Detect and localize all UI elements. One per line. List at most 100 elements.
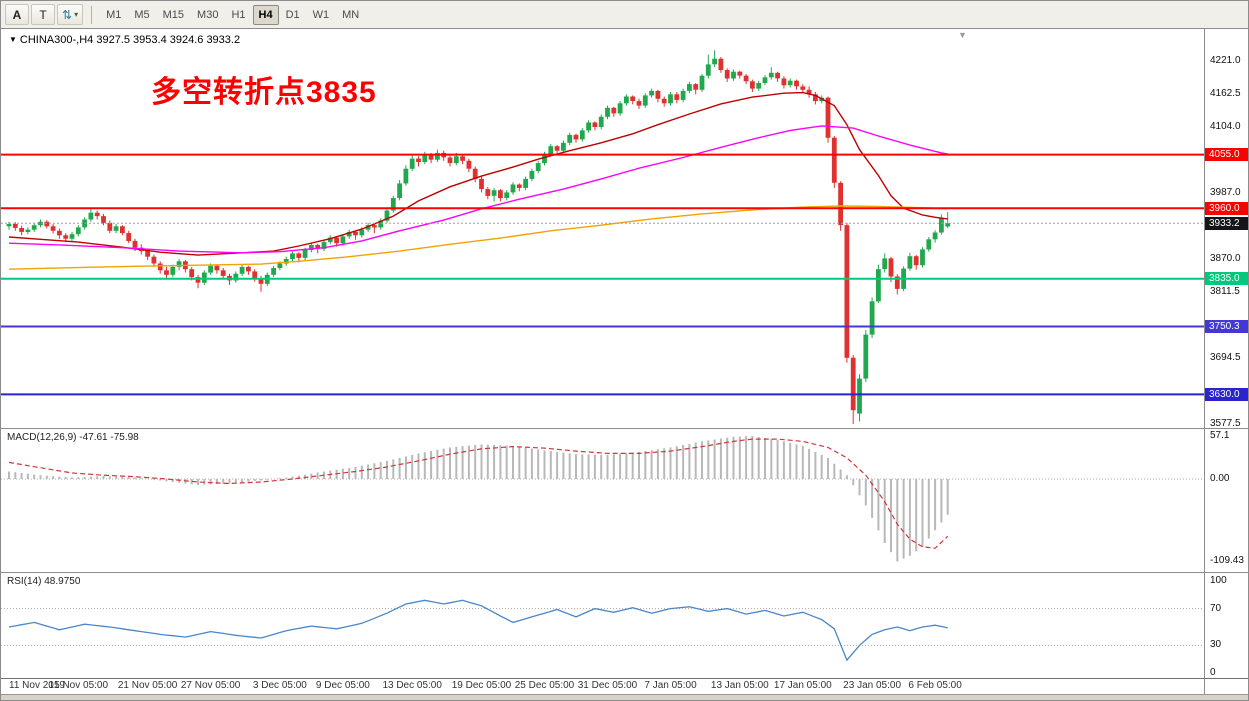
candle-body: [605, 107, 610, 117]
candle-body: [44, 221, 50, 227]
candle-body: [164, 270, 169, 275]
candle-body: [504, 192, 510, 198]
candle-body: [586, 122, 591, 131]
price-tick: 3811.5: [1210, 286, 1240, 297]
candle-body: [579, 130, 585, 140]
candle-body: [214, 265, 220, 271]
time-label: 6 Feb 05:00: [908, 680, 962, 691]
candle-body: [724, 70, 730, 79]
time-axis[interactable]: 11 Nov 2019 15 Nov 05:00 21 Nov 05:00 27 No…: [1, 679, 1204, 694]
candle-body: [315, 244, 321, 249]
candle-body: [705, 64, 711, 76]
candle-body: [176, 261, 182, 267]
tools-dropdown-button[interactable]: ⇅ ▾: [57, 4, 84, 25]
time-label: 3 Dec 05:00: [252, 680, 307, 691]
panel-separator: [1, 572, 1248, 573]
rsi-tick: 70: [1210, 602, 1222, 614]
bid-price-tag: 3933.2: [1205, 216, 1248, 230]
text-tool-button[interactable]: T: [31, 4, 55, 25]
main-price-chart[interactable]: [1, 29, 1204, 428]
macd-label: MACD(12,26,9) -47.61 -75.98: [7, 432, 139, 443]
candle-body: [762, 77, 768, 83]
candle-body: [674, 94, 680, 100]
price-tick: 4221.0: [1210, 55, 1241, 66]
candle-body: [636, 101, 642, 106]
candle-body: [479, 178, 484, 190]
candle-body: [567, 134, 573, 143]
candle-body: [592, 122, 598, 127]
candle-body: [516, 184, 522, 188]
candle-body: [239, 266, 245, 274]
macd-indicator-panel[interactable]: [1, 429, 1204, 572]
candle-body: [624, 96, 629, 104]
price-tick: 3987.0: [1210, 187, 1241, 198]
candle-body: [384, 210, 390, 221]
candle-body: [913, 256, 919, 266]
timeframe-button-m5[interactable]: M5: [128, 5, 155, 25]
candle-body: [945, 223, 951, 227]
candle-body: [365, 225, 371, 230]
candle-body: [233, 273, 239, 281]
candle-body: [359, 229, 365, 236]
time-label: 13 Dec 05:00: [382, 680, 442, 691]
candle-body: [838, 182, 843, 226]
timeframe-button-d1[interactable]: D1: [280, 5, 306, 25]
candle-body: [813, 94, 818, 102]
timeframe-button-mn[interactable]: MN: [336, 5, 365, 25]
candle-body: [542, 154, 547, 164]
candle-body: [768, 72, 774, 78]
candle-body: [806, 89, 812, 95]
price-tick: 3870.0: [1210, 253, 1241, 264]
price-axis[interactable]: 4221.0 4162.5 4104.0 3987.0 3870.0 3811.5 3694…: [1204, 29, 1248, 694]
rsi-tick: 0: [1210, 667, 1216, 678]
bottom-scrollbar[interactable]: [1, 694, 1248, 700]
macd-signal-line: [8, 438, 949, 549]
timeframe-button-w1[interactable]: W1: [307, 5, 336, 25]
price-tick: 3694.5: [1210, 352, 1241, 363]
text-tool-icon: T: [39, 7, 47, 22]
time-label: 27 Nov 05:00: [180, 680, 241, 691]
timeframe-button-h4[interactable]: H4: [252, 4, 279, 25]
candle-body: [340, 236, 346, 244]
candle-body: [50, 226, 56, 231]
candle-body: [397, 183, 402, 199]
candle-body: [346, 231, 352, 237]
candle-body: [82, 219, 87, 228]
candle-body: [321, 242, 327, 249]
price-tag-3630.0: 3630.0: [1205, 387, 1248, 401]
ma-mid-magenta-line: [8, 125, 948, 254]
candle-body: [825, 97, 831, 138]
candle-body: [132, 240, 138, 248]
candle-body: [447, 157, 453, 164]
timeframe-button-h1[interactable]: H1: [225, 5, 251, 25]
candle-body: [258, 278, 264, 284]
candle-body: [655, 90, 661, 99]
candle-body: [378, 220, 384, 228]
candle-body: [309, 244, 314, 250]
candle-body: [561, 142, 566, 151]
candle-body: [712, 58, 717, 65]
candle-body: [409, 158, 415, 169]
candle-body: [907, 256, 913, 269]
candle-body: [831, 137, 837, 183]
timeframe-button-m30[interactable]: M30: [191, 5, 224, 25]
candle-body: [403, 168, 409, 184]
timeframe-button-m1[interactable]: M1: [100, 5, 127, 25]
candle-body: [548, 146, 554, 155]
candle-body: [794, 80, 799, 87]
arrow-tool-button[interactable]: A: [5, 4, 29, 25]
price-annotation[interactable]: 多空转折点3835: [151, 76, 377, 109]
candle-body: [573, 134, 579, 140]
rsi-indicator-panel[interactable]: [1, 573, 1204, 677]
candle-body: [857, 378, 862, 414]
timeframe-button-m15[interactable]: M15: [157, 5, 190, 25]
candle-body: [498, 190, 503, 199]
candle-body: [687, 84, 692, 91]
top-toolbar: A T ⇅ ▾ M1 M5 M15 M30 H1 H4 D1 W1 MN: [1, 1, 1248, 29]
candle-body: [649, 90, 654, 96]
candle-body: [920, 249, 925, 266]
candle-body: [277, 263, 283, 268]
candle-body: [107, 222, 113, 231]
candle-body: [252, 271, 258, 279]
candle-body: [170, 266, 176, 275]
